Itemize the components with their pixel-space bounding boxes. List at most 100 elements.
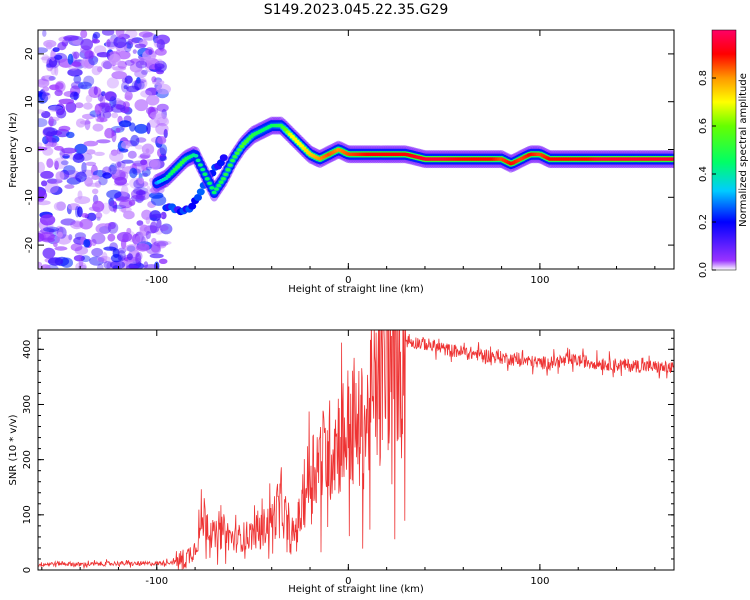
noise-blob [38,118,48,128]
ridge-core [223,172,229,177]
noise-blob [149,192,164,199]
ridge-core [202,172,208,176]
noise-blob [69,91,80,100]
noise-blob [124,91,133,101]
snr-ylabel: SNR (10 * v/v) [8,414,19,485]
noise-blob [124,75,133,84]
x-tick-label: -100 [145,576,168,587]
noise-blob [146,122,151,135]
noise-blob [91,39,101,44]
noise-blob [61,147,77,154]
noise-blob [54,160,59,170]
chart-title: S149.2023.045.22.35.G29 [264,2,449,18]
noise-blob [74,196,91,205]
colorbar-ticks: 0.0 0.2 0.4 0.6 0.8 [698,70,716,278]
noise-blob [73,75,82,84]
noise-blob [41,54,50,64]
noise-blob [136,77,141,84]
noise-blob [160,211,167,220]
ridge-core [230,158,236,163]
noise-blob [96,117,108,123]
ridge-core [216,183,222,188]
noise-blob [75,205,80,218]
noise-blob [38,200,51,206]
noise-blob [81,162,87,174]
noise-blob [91,65,102,76]
ridge-core [214,187,219,191]
noise-blob [73,51,80,59]
colorbar-tick-label: 0.2 [698,214,709,230]
noise-blob [98,102,112,108]
noise-blob [108,166,120,174]
snr-frame [37,329,675,571]
noise-blob [160,223,173,235]
noise-blob [78,256,84,268]
noise-blob [40,264,51,269]
noise-blob [54,65,59,76]
noise-blob [63,165,76,176]
noise-blob [62,154,70,159]
noise-blob [83,75,95,87]
spectrogram-ylabel: Frequency (Hz) [8,112,19,188]
noise-blob [56,108,67,119]
noise-blob [44,181,59,194]
ridge-core [232,155,238,159]
noise-blob [86,149,96,155]
noise-blob [96,52,111,58]
noise-blob [117,60,127,69]
noise-blob [38,109,46,114]
noise-blob [135,234,149,245]
noise-blob [153,240,169,247]
x-tick-label: 0 [345,576,351,587]
noise-blob [146,94,160,106]
noise-blob [103,91,116,101]
noise-blob [38,47,48,54]
noise-blob [52,47,60,53]
noise-blob [106,39,111,47]
noise-blob [140,90,153,98]
noise-blob [46,158,54,169]
noise-blob [145,231,151,239]
noise-blob [111,71,127,80]
noise-blob [107,222,119,234]
x-tick-label: 0 [345,275,351,286]
ridge-core [195,158,201,163]
noise-blob [101,252,108,262]
noise-blob [96,263,104,269]
noise-blob [109,260,126,269]
y-tick-label: 0 [22,567,33,573]
noise-blob [117,247,127,254]
snr-xlabel: Height of straight line (km) [288,584,424,595]
colorbar-gradient [711,29,737,271]
noise-blob [42,86,50,92]
noise-blob [126,85,140,93]
noise-blob [127,38,133,46]
noise-blob [74,246,89,255]
noise-blob [125,41,134,49]
noise-blob [118,120,132,128]
noise-blob [138,177,145,184]
noise-blob [138,31,153,38]
noise-blob [65,101,77,113]
noise-blob [80,38,93,51]
noise-blob [41,237,55,243]
noise-blob [91,247,103,257]
noise-blob [156,103,169,112]
ridge-core [211,190,217,195]
noise-blob [96,139,111,144]
noise-blob [149,253,164,259]
noise-blob [57,42,67,51]
noise-blob [84,119,91,131]
noise-blob [116,231,133,243]
noise-blob [41,75,46,85]
noise-blob [151,76,157,83]
noise-blob [157,147,167,158]
noise-blob [101,30,115,36]
noise-blob [121,159,134,164]
noise-blob [121,184,129,197]
noise-blob [68,234,73,241]
noise-blob [38,78,50,88]
colorbar-tick-label: 0.6 [698,118,709,134]
noise-blob [145,87,159,96]
snr-panel: -100 0 100 0 100 200 300 400 Height of straight… [8,329,675,595]
